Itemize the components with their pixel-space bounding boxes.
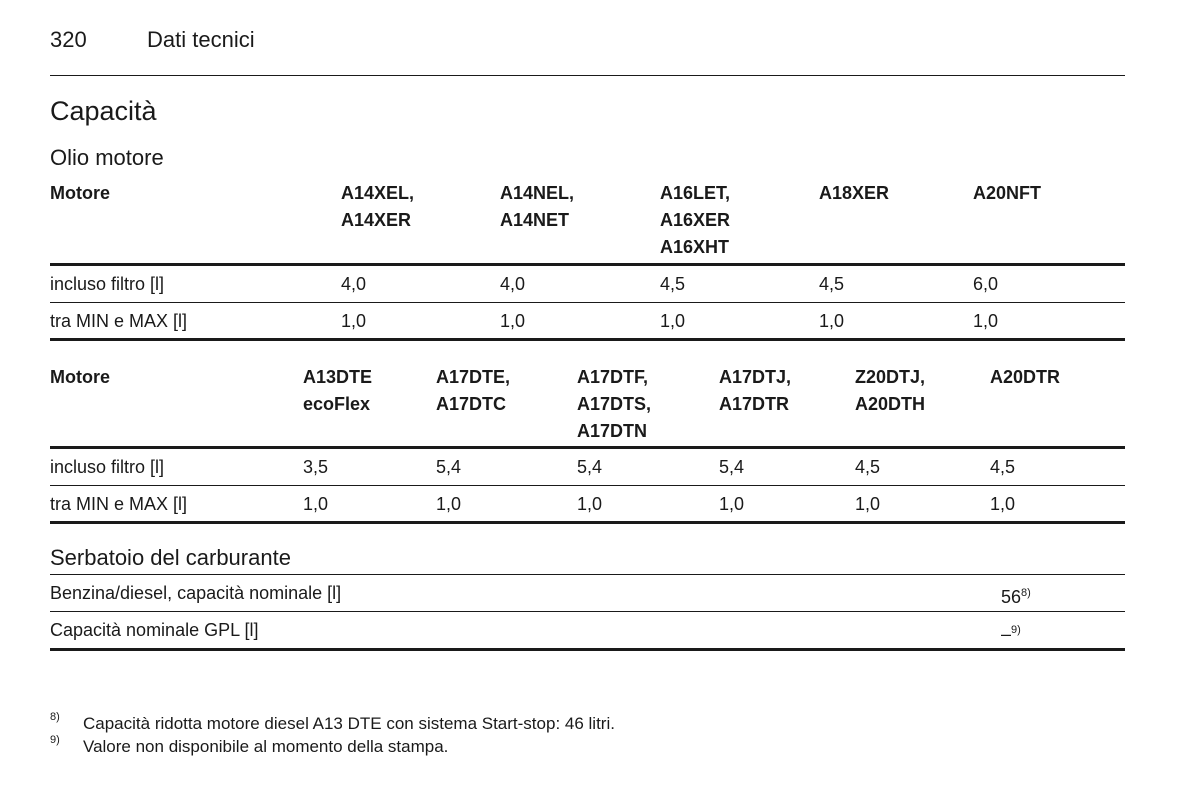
footnote-text: Capacità ridotta motore diesel A13 DTE c…: [83, 714, 615, 733]
table-rule: [50, 263, 1125, 266]
fuel-value: 56: [1001, 587, 1022, 607]
engine-header: A17DTE, A17DTC: [436, 367, 511, 414]
page-title: Capacità: [50, 96, 157, 126]
table-cell: 4,5: [660, 274, 686, 294]
table-cell: 4,5: [819, 274, 845, 294]
fuel-value: –: [1001, 624, 1012, 644]
engine-header: A13DTE ecoFlex: [303, 367, 373, 414]
fuel-heading: Serbatoio del carburante: [50, 545, 291, 570]
row-divider: [50, 485, 1125, 486]
footnote-ref: 9): [1011, 624, 1021, 636]
row-label: tra MIN e MAX [l]: [50, 311, 188, 331]
table-rule: [50, 446, 1125, 449]
engine-header: Z20DTJ, A20DTH: [855, 367, 926, 414]
engine-header: A14XEL, A14XER: [341, 183, 415, 230]
table-cell: 4,0: [500, 274, 526, 294]
table-header-label: Motore: [50, 367, 110, 387]
row-divider: [50, 611, 1125, 612]
engine-header: A16LET, A16XER A16XHT: [660, 183, 731, 257]
footnote-mark: 8): [50, 711, 60, 723]
footnote-ref: 8): [1021, 587, 1031, 599]
row-label: incluso filtro [l]: [50, 274, 165, 294]
table-cell: –9): [1001, 617, 1021, 648]
table-rule: [50, 521, 1125, 524]
table-cell: 1,0: [436, 494, 462, 514]
table-cell: 4,0: [341, 274, 367, 294]
table-cell: 5,4: [719, 457, 745, 477]
table-cell: 1,0: [577, 494, 603, 514]
engine-header: A17DTF, A17DTS, A17DTN: [577, 367, 652, 441]
row-divider: [50, 574, 1125, 575]
row-label: incluso filtro [l]: [50, 457, 165, 477]
table-cell: 6,0: [973, 274, 999, 294]
oil-heading: Olio motore: [50, 145, 164, 170]
engine-header: A18XER: [819, 183, 890, 203]
table-cell: 3,5: [303, 457, 329, 477]
table-rule: [50, 648, 1125, 651]
table-rule: [50, 338, 1125, 341]
table-cell: 1,0: [990, 494, 1016, 514]
table-cell: 1,0: [500, 311, 526, 331]
table-cell: 1,0: [660, 311, 686, 331]
engine-header: A20DTR: [990, 367, 1061, 387]
table-cell: 5,4: [436, 457, 462, 477]
row-label: Benzina/diesel, capacità nominale [l]: [50, 583, 342, 603]
row-divider: [50, 302, 1125, 303]
footnote-mark: 9): [50, 734, 60, 746]
table-cell: 1,0: [973, 311, 999, 331]
table-cell: 568): [1001, 580, 1031, 611]
engine-header: A14NEL, A14NET: [500, 183, 575, 230]
page-number: 320: [50, 27, 87, 52]
table-header-label: Motore: [50, 183, 110, 203]
table-cell: 1,0: [303, 494, 329, 514]
row-label: Capacità nominale GPL [l]: [50, 620, 259, 640]
engine-header: A17DTJ, A17DTR: [719, 367, 792, 414]
table-cell: 1,0: [855, 494, 881, 514]
table-cell: 1,0: [719, 494, 745, 514]
table-cell: 4,5: [855, 457, 881, 477]
table-cell: 5,4: [577, 457, 603, 477]
table-cell: 4,5: [990, 457, 1016, 477]
table-cell: 1,0: [819, 311, 845, 331]
header-rule: [50, 75, 1125, 76]
table-cell: 1,0: [341, 311, 367, 331]
footnote-text: Valore non disponibile al momento della …: [83, 737, 449, 756]
row-label: tra MIN e MAX [l]: [50, 494, 188, 514]
engine-header: A20NFT: [973, 183, 1042, 203]
section-title: Dati tecnici: [147, 27, 255, 52]
